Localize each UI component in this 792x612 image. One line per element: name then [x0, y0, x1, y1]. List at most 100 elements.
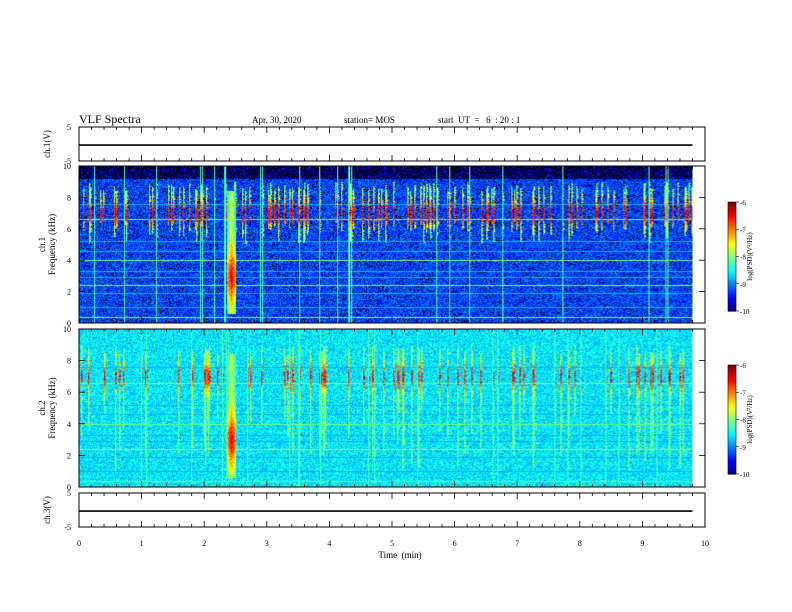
- colorbar-cell: [728, 292, 736, 296]
- x-tick-label: 2: [202, 539, 206, 548]
- colorbar-cell: [728, 388, 736, 392]
- colorbar-cell: [728, 205, 736, 209]
- colorbar-cell: [728, 419, 736, 422]
- station-label: station= MOS: [344, 115, 395, 125]
- colorbar-cell: [728, 397, 736, 401]
- colorbar-tick-label: -8: [740, 254, 746, 262]
- colorbar-cell: [728, 301, 736, 305]
- colorbar-cell: [728, 212, 736, 216]
- y-tick-label: 10: [63, 325, 71, 334]
- colorbar-cell: [728, 272, 736, 276]
- colorbar-cell: [728, 221, 736, 225]
- y-tick-label: 5: [67, 123, 71, 132]
- colorbar-cell: [728, 303, 736, 307]
- x-tick-label: 3: [265, 539, 269, 548]
- y-tick-label: 6: [67, 388, 71, 397]
- colorbar-cell: [728, 309, 736, 312]
- time-axis: 0 1 2 3 4 5 6 7 8 9 10: [77, 539, 709, 548]
- colorbar-cell: [728, 432, 736, 435]
- colorbar-cell: [728, 287, 736, 290]
- spectrogram-image: [79, 329, 693, 487]
- y-tick-label: 0: [67, 319, 71, 328]
- colorbar-cell: [728, 406, 736, 410]
- x-tick-label: 1: [140, 539, 144, 548]
- y-axis-label: ch.1(V): [42, 130, 52, 158]
- colorbar-cell: [728, 269, 736, 272]
- colorbar-cell: [728, 375, 736, 379]
- colorbar-tick-label: -8: [740, 417, 746, 425]
- ch1-spectrogram-panel: 0 2 4 6 8 10 ch.1 Frequency (kHz): [37, 162, 706, 328]
- colorbar-tick-label: -6: [740, 362, 746, 370]
- ch3-waveform-panel: 5 -5 ch.3(V): [42, 489, 706, 532]
- colorbar-cell: [728, 223, 736, 227]
- colorbar-cell: [728, 203, 736, 207]
- colorbar-cell: [728, 446, 736, 450]
- colorbar-cell: [728, 426, 736, 430]
- y-axis-label: ch.1: [37, 237, 47, 252]
- colorbar-cell: [728, 307, 736, 310]
- colorbar-cell: [728, 379, 736, 382]
- y-tick-label: 0: [67, 483, 71, 492]
- colorbar-cell: [728, 392, 736, 395]
- ch2-colorbar: -6 -7 -8 -9 -10 log(PSD)(V²/Hz): [727, 362, 754, 479]
- y-tick-label: 2: [67, 288, 71, 297]
- y-tick-label: -5: [64, 523, 71, 532]
- x-tick-label: 6: [453, 539, 457, 548]
- y-tick-label: 2: [67, 451, 71, 460]
- colorbar-cell: [728, 383, 736, 386]
- colorbar-cell: [728, 278, 736, 281]
- colorbar-cell: [728, 281, 736, 285]
- colorbar-cell: [728, 251, 736, 254]
- colorbar-cell: [728, 423, 736, 426]
- colorbar-cell: [728, 254, 736, 258]
- colorbar-cell: [728, 435, 736, 439]
- start-time-label: start UT = 6 : 20 : 1: [438, 115, 520, 125]
- y-tick-label: 10: [63, 162, 71, 171]
- x-tick-label: 5: [390, 539, 394, 548]
- colorbar-cell: [728, 234, 736, 238]
- colorbar-cell: [728, 384, 736, 388]
- colorbar-cell: [728, 441, 736, 444]
- ch1-colorbar: -6 -7 -8 -9 -10 log(PSD)(V²/Hz): [727, 199, 754, 316]
- colorbar-cell: [728, 280, 736, 283]
- y-tick-label: -5: [64, 157, 71, 166]
- colorbar-label: log(PSD)(V²/Hz): [746, 232, 754, 281]
- y-tick-label: 4: [67, 420, 71, 429]
- colorbar-cell: [728, 365, 736, 368]
- colorbar-cell: [728, 283, 736, 287]
- colorbar-cell: [728, 466, 736, 470]
- colorbar-cell: [728, 370, 736, 373]
- colorbar-cell: [728, 368, 736, 372]
- colorbar-cell: [728, 209, 736, 212]
- colorbar-cell: [728, 455, 736, 459]
- colorbar-cell: [728, 395, 736, 399]
- colorbar-cell: [728, 394, 736, 397]
- x-tick-label: 8: [578, 539, 582, 548]
- colorbar-cell: [728, 439, 736, 442]
- colorbar-cell: [728, 271, 736, 274]
- colorbar-cell: [728, 247, 736, 250]
- colorbar-cell: [728, 265, 736, 268]
- y-tick-label: 8: [67, 357, 71, 366]
- y-tick-label: 5: [67, 489, 71, 498]
- colorbar-cell: [728, 415, 736, 419]
- colorbar-cell: [728, 452, 736, 455]
- x-tick-label: 7: [515, 539, 519, 548]
- colorbar-cell: [728, 232, 736, 236]
- colorbar-cell: [728, 243, 736, 247]
- colorbar-cell: [728, 263, 736, 267]
- colorbar-cell: [728, 260, 736, 263]
- colorbar-cell: [728, 249, 736, 252]
- colorbar-cell: [728, 404, 736, 408]
- colorbar-cell: [728, 305, 736, 308]
- colorbar-cell: [728, 401, 736, 404]
- colorbar-cell: [728, 444, 736, 448]
- colorbar-cell: [728, 424, 736, 428]
- colorbar-cell: [728, 399, 736, 402]
- colorbar-cell: [728, 448, 736, 451]
- colorbar-cell: [728, 258, 736, 261]
- colorbar-tick-label: -9: [740, 281, 746, 289]
- colorbar-cell: [728, 238, 736, 241]
- colorbar-cell: [728, 229, 736, 232]
- y-axis-label: ch.3(V): [42, 496, 52, 524]
